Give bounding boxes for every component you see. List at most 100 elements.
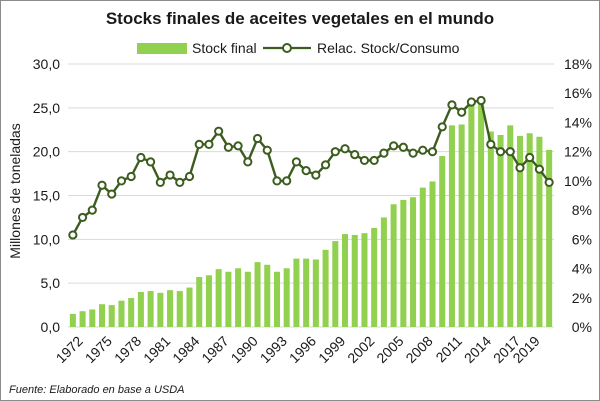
right-tick-label: 4% bbox=[572, 261, 592, 277]
bar-stock-final bbox=[419, 187, 426, 327]
ratio-point bbox=[525, 152, 535, 163]
bar-stock-final bbox=[89, 309, 96, 327]
ratio-point bbox=[214, 126, 224, 136]
bar-stock-final bbox=[137, 291, 144, 327]
ratio-point bbox=[320, 160, 331, 170]
bar-stock-final bbox=[293, 258, 300, 327]
x-tick-label: 1975 bbox=[82, 333, 115, 366]
legend-bar-swatch bbox=[137, 43, 187, 54]
legend-line-marker bbox=[282, 43, 292, 53]
ratio-point bbox=[495, 147, 506, 157]
ratio-point bbox=[184, 171, 195, 182]
bar-stock-final bbox=[380, 217, 387, 327]
x-tick-label: 1984 bbox=[169, 333, 202, 366]
ratio-point bbox=[379, 148, 389, 158]
bar-stock-final bbox=[400, 199, 407, 327]
right-tick-label: 16% bbox=[564, 85, 592, 101]
right-tick-label: 18% bbox=[564, 56, 592, 72]
bar-stock-final bbox=[322, 249, 329, 327]
ratio-point bbox=[204, 139, 214, 149]
ratio-point bbox=[233, 141, 243, 151]
bar-stock-final bbox=[458, 124, 465, 328]
bar-stock-final bbox=[390, 204, 397, 327]
bar-stock-final bbox=[351, 234, 358, 327]
bar-stock-final bbox=[361, 233, 368, 327]
ratio-point bbox=[534, 164, 545, 174]
ratio-point bbox=[194, 139, 204, 149]
bar-stock-final bbox=[497, 135, 504, 327]
right-axis-ticks: 0% 2% 4% 6% 8% 10% 12% 14% 16% 18% bbox=[564, 56, 592, 335]
ratio-point bbox=[340, 144, 350, 154]
bar-stock-final bbox=[128, 298, 135, 327]
y-axis-title: Millones de toneladas bbox=[7, 123, 23, 258]
legend-bar-label: Stock final bbox=[192, 40, 257, 56]
chart-title: Stocks finales de aceites vegetales en e… bbox=[106, 9, 494, 28]
bar-stock-final bbox=[516, 135, 523, 327]
bar-stock-final bbox=[468, 105, 475, 327]
ratio-point bbox=[68, 230, 78, 240]
bar-stock-final bbox=[439, 156, 446, 327]
x-tick-label: 2011 bbox=[432, 333, 465, 366]
left-tick-label: 5,0 bbox=[41, 275, 61, 291]
bar-stock-final bbox=[410, 197, 417, 327]
x-tick-label: 1996 bbox=[286, 333, 319, 366]
bars bbox=[69, 101, 553, 328]
bar-stock-final bbox=[283, 268, 290, 327]
x-tick-label: 2005 bbox=[373, 333, 406, 366]
left-tick-label: 0,0 bbox=[41, 319, 61, 335]
bar-stock-final bbox=[487, 131, 494, 327]
ratio-point bbox=[136, 152, 146, 163]
x-tick-label: 1999 bbox=[315, 333, 348, 366]
left-tick-label: 15,0 bbox=[33, 188, 60, 204]
ratio-point bbox=[262, 145, 272, 155]
left-tick-label: 25,0 bbox=[33, 100, 60, 116]
right-tick-label: 10% bbox=[564, 173, 592, 189]
bar-stock-final bbox=[108, 305, 115, 327]
bar-stock-final bbox=[478, 101, 485, 328]
ratio-point bbox=[418, 145, 428, 155]
bar-stock-final bbox=[176, 291, 183, 327]
ratio-point bbox=[476, 95, 486, 106]
ratio-point bbox=[252, 133, 263, 144]
bar-stock-final bbox=[196, 277, 203, 327]
ratio-point bbox=[126, 171, 136, 182]
bar-stock-final bbox=[448, 125, 455, 327]
ratio-point bbox=[155, 177, 165, 187]
ratio-point bbox=[398, 142, 408, 152]
ratio-point bbox=[116, 176, 127, 186]
bar-stock-final bbox=[235, 268, 242, 327]
ratio-point bbox=[389, 141, 399, 151]
right-tick-label: 8% bbox=[572, 202, 592, 218]
x-tick-label: 1981 bbox=[140, 333, 173, 366]
bar-stock-final bbox=[429, 181, 436, 327]
bar-stock-final bbox=[312, 259, 319, 327]
ratio-point bbox=[107, 189, 117, 199]
x-axis-ticks: 1972197519781981198419871990199319961999… bbox=[53, 333, 543, 366]
bar-stock-final bbox=[225, 271, 232, 327]
ratio-point bbox=[359, 155, 370, 166]
x-tick-label: 1990 bbox=[228, 333, 261, 366]
ratio-point bbox=[408, 148, 418, 158]
ratio-point bbox=[97, 180, 107, 190]
x-tick-label: 1993 bbox=[257, 333, 290, 366]
ratio-line bbox=[68, 95, 554, 240]
bar-stock-final bbox=[546, 149, 553, 327]
bar-stock-final bbox=[118, 300, 125, 327]
ratio-point bbox=[175, 177, 185, 187]
x-tick-label: 2014 bbox=[461, 333, 494, 366]
bar-stock-final bbox=[215, 269, 222, 327]
bar-stock-final bbox=[264, 264, 271, 327]
ratio-point bbox=[505, 147, 515, 157]
bar-stock-final bbox=[147, 291, 154, 327]
x-tick-label: 2002 bbox=[344, 333, 377, 366]
left-tick-label: 20,0 bbox=[33, 144, 60, 160]
ratio-series-line bbox=[71, 99, 551, 236]
left-tick-label: 10,0 bbox=[33, 231, 60, 247]
ratio-point bbox=[447, 100, 457, 110]
x-tick-label: 1972 bbox=[53, 333, 86, 366]
ratio-point bbox=[466, 97, 476, 107]
bar-stock-final bbox=[507, 125, 514, 327]
ratio-point bbox=[243, 157, 253, 167]
